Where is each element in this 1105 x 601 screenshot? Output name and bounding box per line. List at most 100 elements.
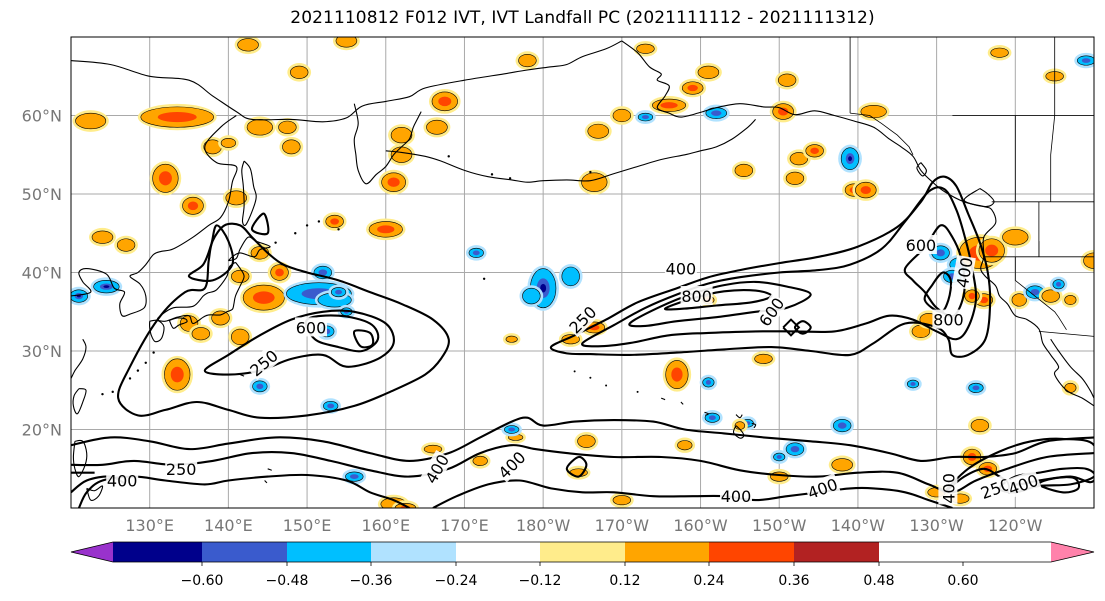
latitude-tick-label: 50°N: [22, 185, 62, 204]
colorbar-segment: [113, 542, 202, 562]
colorbar-segment: [202, 542, 287, 562]
pc-blob: [225, 190, 247, 206]
colorbar-tick-label: 0.12: [609, 573, 640, 589]
coastline: [621, 40, 1094, 407]
contour-label-text: 400: [107, 472, 138, 491]
contour-label-text: 800: [933, 311, 964, 330]
colorbar-extend-min: [71, 542, 113, 562]
longitude-tick-label: 140°W: [831, 516, 886, 535]
pc-blob: [697, 65, 720, 79]
island: [636, 390, 639, 393]
contour-label-bg: [165, 458, 198, 478]
pc-core: [252, 291, 275, 304]
pc-blob: [282, 139, 301, 155]
longitude-tick-label: 130°E: [125, 516, 174, 535]
contour-label: 400: [664, 258, 697, 279]
contour-label: 800: [932, 309, 965, 330]
ivt-contour-line: [187, 224, 235, 282]
pc-core: [256, 383, 264, 390]
colorbar-tick-label: 0.60: [947, 573, 978, 589]
pc-blob: [770, 471, 789, 482]
longitude-tick-label: 140°E: [204, 516, 253, 535]
pc-core: [968, 292, 976, 300]
colorbar-segment: [456, 542, 540, 562]
pc-core: [776, 455, 782, 459]
coastline: [72, 388, 87, 415]
pc-core: [711, 110, 722, 116]
pc-core: [1081, 58, 1091, 63]
coastline: [637, 37, 641, 38]
island: [294, 232, 297, 235]
latitude-tick-label: 60°N: [22, 107, 62, 126]
coastline: [353, 103, 422, 185]
pc-core: [687, 84, 698, 92]
island: [111, 390, 114, 394]
island: [274, 241, 277, 244]
latitude-tick-label: 20°N: [22, 421, 62, 440]
contour-label-bg: [664, 258, 697, 278]
ivt-contour-line: [565, 455, 588, 478]
coastline: [751, 422, 757, 429]
island: [152, 351, 155, 354]
contour-label-text: 250: [166, 460, 197, 479]
pc-blob: [860, 104, 887, 119]
pc-blob: [191, 327, 211, 341]
pc-core: [837, 422, 847, 429]
longitude-tick-label: 160°E: [361, 516, 410, 535]
pc-core: [438, 96, 452, 107]
pc-blob: [518, 53, 537, 68]
colorbar-tick-label: 0.24: [693, 573, 724, 589]
pc-core: [708, 415, 716, 421]
pc-blob: [220, 137, 236, 148]
pc-blob: [390, 126, 413, 144]
pc-blob: [785, 171, 805, 185]
pc-blob: [577, 434, 596, 448]
pc-core: [327, 403, 335, 409]
pc-core: [660, 102, 678, 109]
political-border: [1014, 256, 1067, 331]
coastline: [71, 115, 238, 317]
latitude-tick-labels: 20°N 30°N 40°N 50°N 60°N: [22, 107, 62, 440]
ivt-contour-line: [903, 224, 966, 318]
longitude-tick-label: 160°W: [673, 516, 728, 535]
pc-blob: [1002, 229, 1029, 246]
latitude-tick-label: 30°N: [22, 342, 62, 361]
ivt-contour-line: [117, 222, 450, 420]
pc-core: [157, 111, 197, 123]
pc-core: [972, 385, 980, 391]
island: [144, 361, 147, 364]
colorbar-segment: [287, 542, 371, 562]
pc-blob: [231, 328, 250, 346]
colorbar-segment: [625, 542, 709, 562]
colorbar-tick-label: −0.12: [519, 573, 562, 589]
colorbar-tick-label: −0.60: [181, 573, 224, 589]
ivt-contour-line: [352, 329, 375, 349]
coastline: [149, 319, 165, 343]
pc-core: [187, 201, 199, 211]
pc-core: [1030, 288, 1040, 296]
island: [589, 376, 592, 379]
contour-label: 250: [165, 458, 198, 479]
pc-core: [508, 427, 516, 432]
contour-label-bg: [680, 286, 713, 305]
pc-blob: [1041, 289, 1060, 303]
colorbar-segment: [371, 542, 456, 562]
longitude-tick-label: 130°W: [909, 516, 964, 535]
figure-title: 2021110812 F012 IVT, IVT Landfall PC (20…: [290, 8, 875, 28]
pc-blob: [116, 238, 136, 252]
contour-label-bg: [938, 472, 958, 505]
contour-label-bg: [904, 235, 937, 254]
coastline: [916, 162, 927, 177]
coastline: [1050, 338, 1094, 399]
pc-core: [671, 367, 683, 382]
ivt-contour-line: [782, 318, 801, 337]
pc-blob: [211, 310, 230, 326]
pc-core: [860, 186, 871, 194]
contour-label-bg: [951, 255, 976, 290]
longitude-tick-label: 180°W: [516, 516, 571, 535]
latitude-tick-label: 40°N: [22, 264, 62, 283]
longitude-tick-label: 150°E: [283, 516, 332, 535]
contour-label-text: 600: [296, 318, 327, 337]
contour-label-bg: [754, 292, 788, 331]
